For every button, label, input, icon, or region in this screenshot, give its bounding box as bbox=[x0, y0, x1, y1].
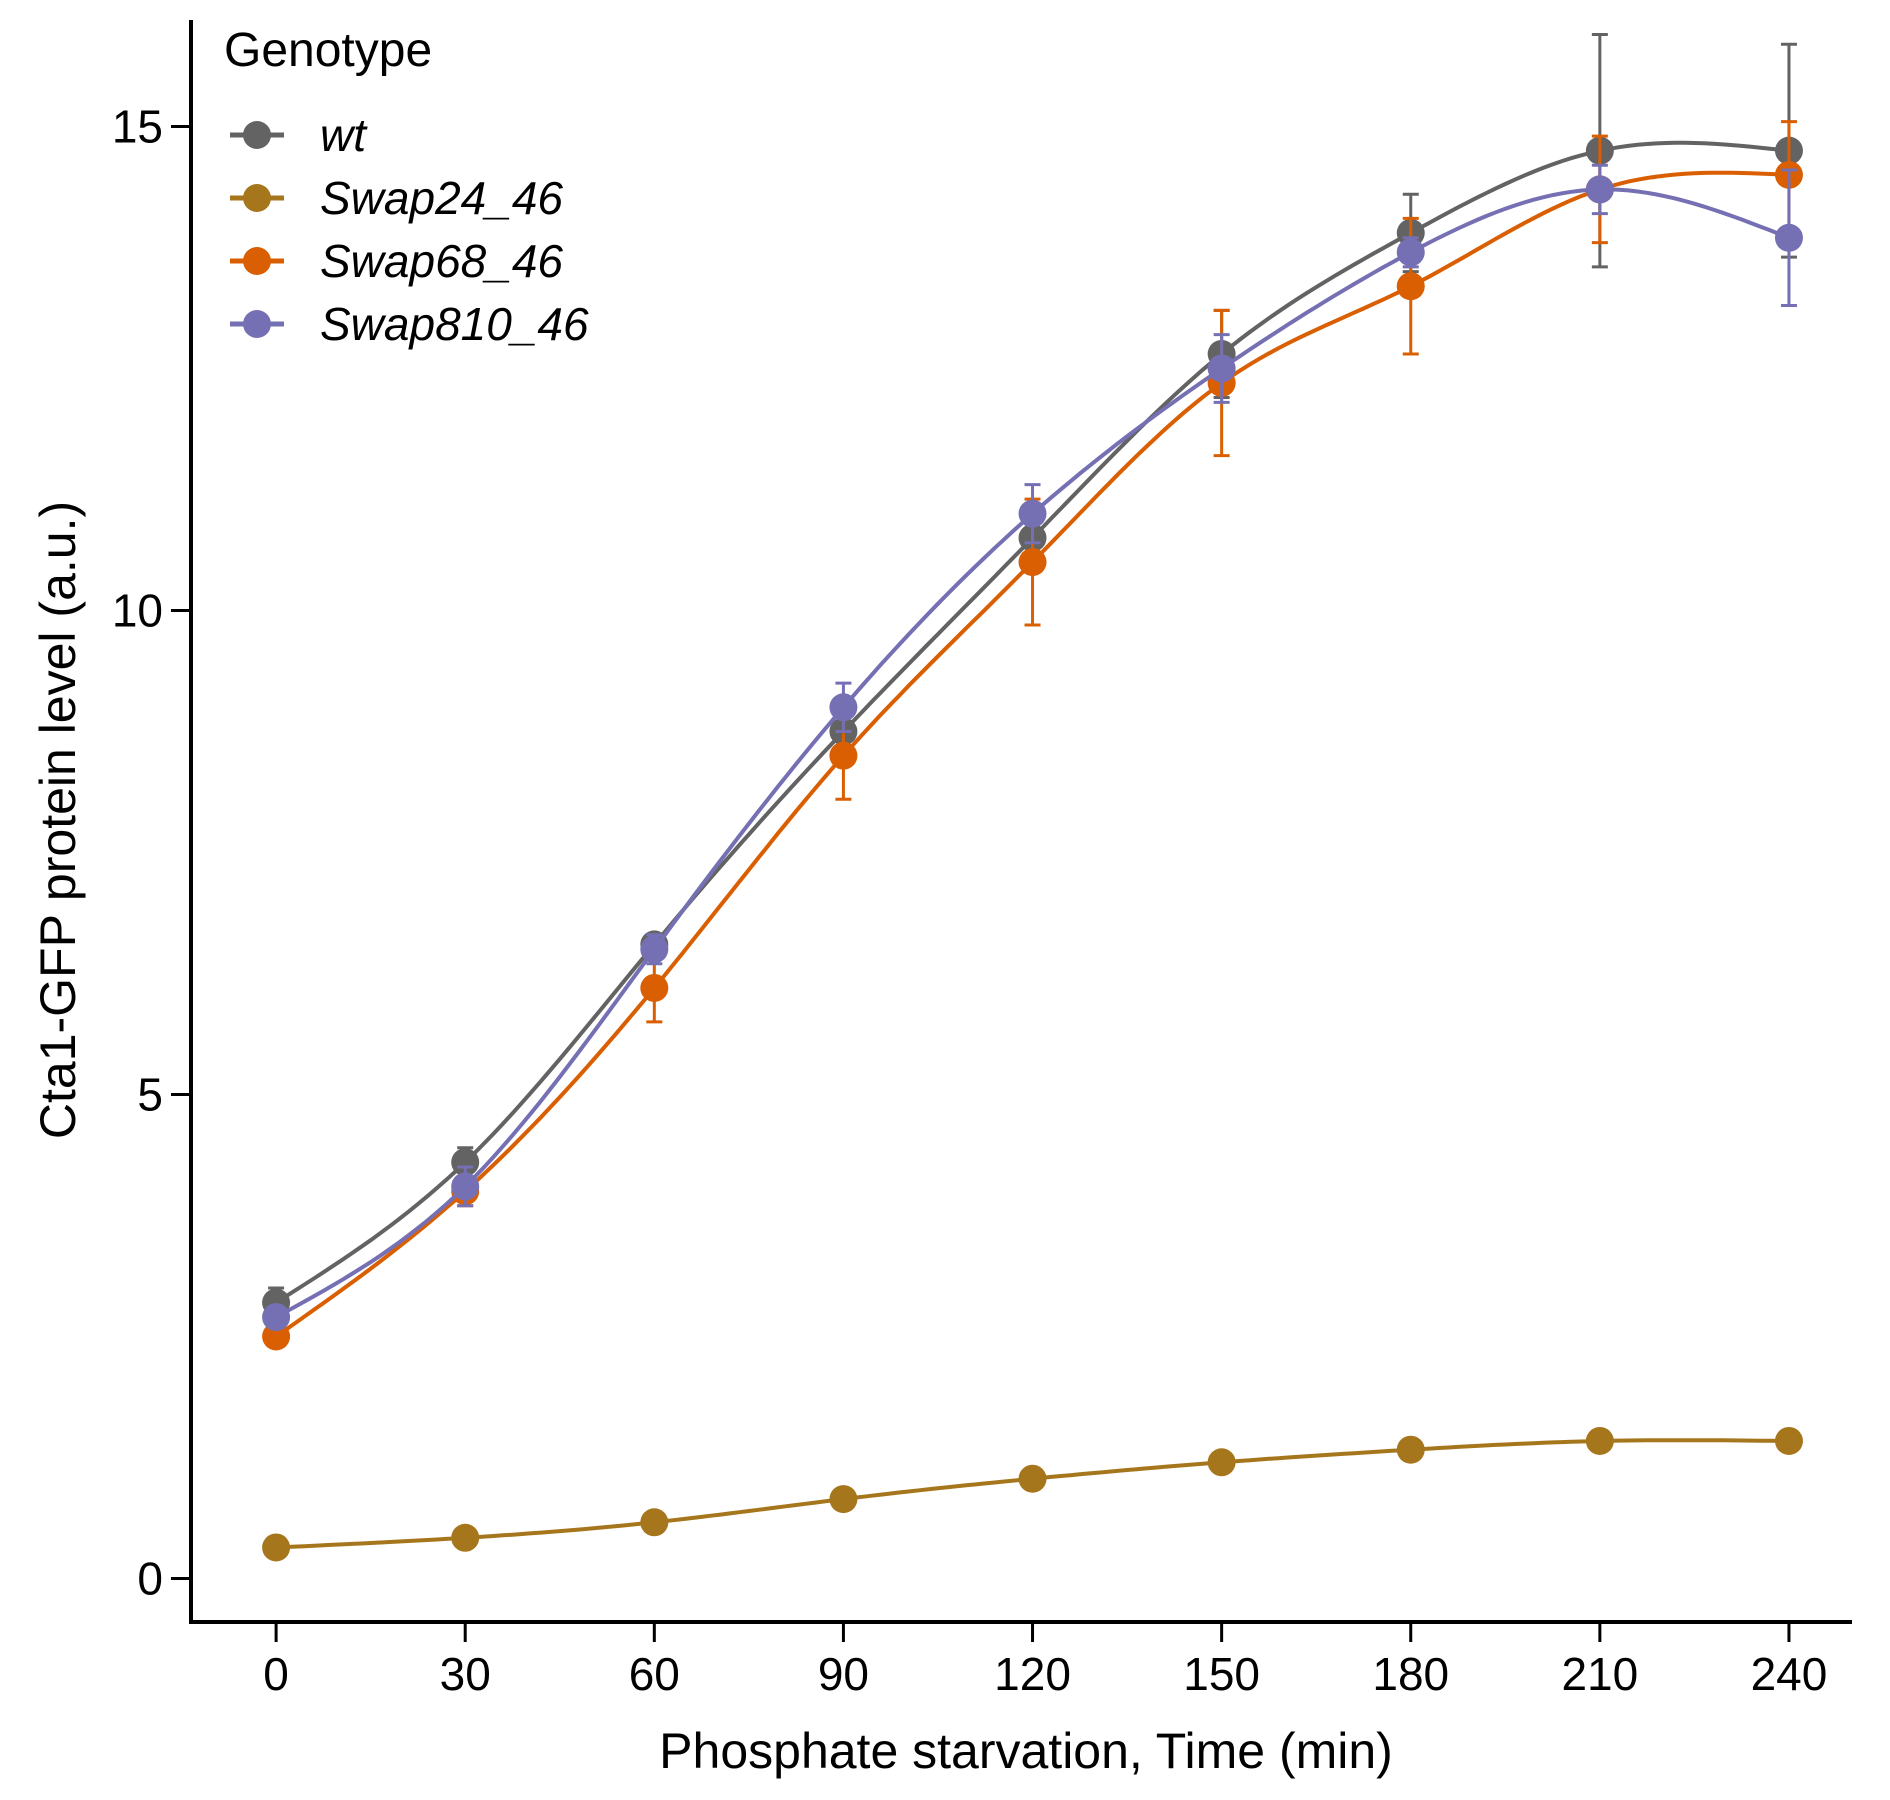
legend-title: Genotype bbox=[224, 24, 432, 77]
data-point bbox=[640, 973, 669, 1002]
data-point bbox=[829, 693, 858, 722]
x-axis-title: Phosphate starvation, Time (min) bbox=[659, 1723, 1393, 1779]
y-axis-title: Cta1-GFP protein level (a.u.) bbox=[30, 501, 86, 1139]
data-point bbox=[640, 935, 669, 964]
data-point bbox=[829, 1485, 858, 1514]
data-point bbox=[1396, 1435, 1425, 1464]
data-point bbox=[262, 1322, 291, 1351]
x-tick-label: 150 bbox=[1183, 1648, 1260, 1700]
x-tick-label: 120 bbox=[994, 1648, 1071, 1700]
data-point bbox=[1396, 272, 1425, 301]
data-point bbox=[1585, 175, 1614, 204]
series-line bbox=[275, 1438, 1790, 1550]
series-swap24-46 bbox=[262, 1426, 1803, 1562]
y-tick-label: 0 bbox=[137, 1552, 163, 1604]
data-point bbox=[262, 1303, 291, 1332]
data-point bbox=[829, 741, 858, 770]
x-tick-label: 90 bbox=[818, 1648, 869, 1700]
data-point bbox=[1396, 238, 1425, 267]
series-wt bbox=[262, 33, 1803, 1319]
y-tick-label: 15 bbox=[112, 100, 163, 152]
x-tick-label: 210 bbox=[1561, 1648, 1638, 1700]
x-tick-label: 0 bbox=[263, 1648, 289, 1700]
data-point bbox=[1774, 1426, 1803, 1455]
legend-key-point bbox=[243, 184, 271, 212]
series-layer bbox=[262, 33, 1803, 1562]
data-point bbox=[1018, 1464, 1047, 1493]
legend-key-point bbox=[243, 310, 271, 338]
data-point bbox=[640, 1508, 669, 1537]
legend-key-point bbox=[243, 121, 271, 149]
data-point bbox=[451, 1523, 480, 1552]
series-swap810-46 bbox=[262, 163, 1803, 1332]
x-tick-label: 180 bbox=[1372, 1648, 1449, 1700]
legend-label: Swap68_46 bbox=[320, 235, 563, 287]
data-point bbox=[451, 1172, 480, 1201]
data-point bbox=[1585, 1426, 1614, 1455]
y-tick-label: 10 bbox=[112, 584, 163, 636]
data-point bbox=[1207, 1448, 1236, 1477]
legend-label: Swap810_46 bbox=[320, 298, 589, 350]
legend: Genotype wt Swap24_46 Swap68_46 Swap810_46 bbox=[224, 24, 589, 350]
data-point bbox=[1018, 499, 1047, 528]
data-point bbox=[451, 1148, 480, 1177]
y-tick-label: 5 bbox=[137, 1068, 163, 1120]
x-tick-label: 60 bbox=[629, 1648, 680, 1700]
legend-label: Swap24_46 bbox=[320, 172, 563, 224]
ticks-layer: 0 30 60 90 120 150 180 210 240 0 5 10 15 bbox=[112, 100, 1828, 1700]
legend-label: wt bbox=[320, 109, 368, 161]
series-line bbox=[275, 187, 1790, 1319]
data-point bbox=[262, 1533, 291, 1562]
x-tick-label: 240 bbox=[1751, 1648, 1828, 1700]
x-tick-label: 30 bbox=[440, 1648, 491, 1700]
data-point bbox=[1207, 354, 1236, 383]
data-point bbox=[1018, 548, 1047, 577]
legend-key-point bbox=[243, 247, 271, 275]
data-point bbox=[1774, 223, 1803, 252]
